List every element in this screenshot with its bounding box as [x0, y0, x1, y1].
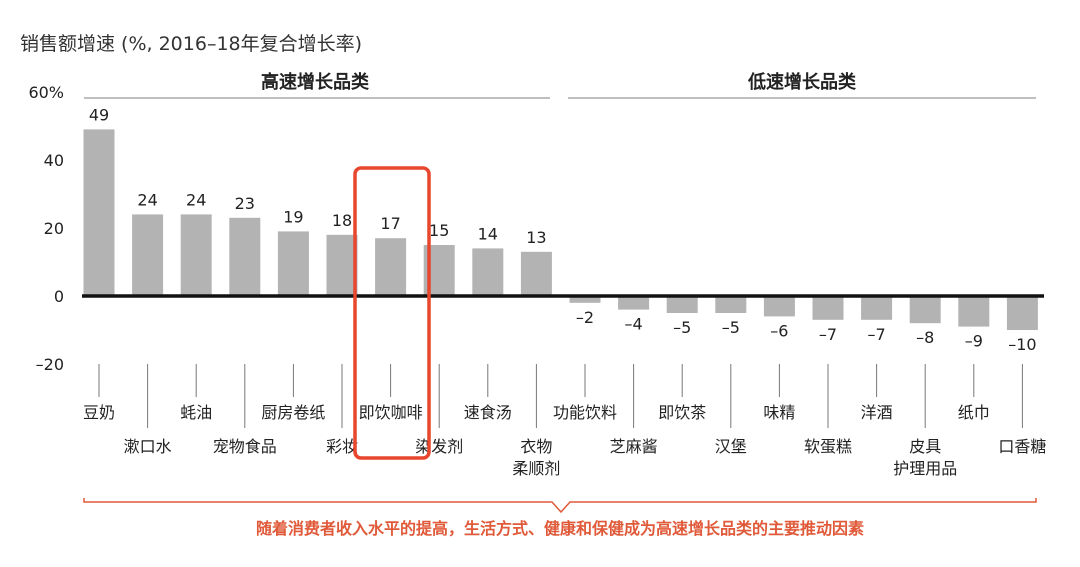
category-label: 皮具: [909, 437, 941, 456]
annotation-bracket: [83, 498, 1037, 514]
category-label: 彩妆: [326, 437, 358, 456]
annotation-text: 随着消费者收入水平的提高，生活方式、健康和保健成为高速增长品类的主要推动因素: [256, 519, 864, 538]
category-label: 染发剂: [415, 437, 463, 456]
category-label: 柔顺剂: [512, 459, 560, 478]
highlight-box: [353, 166, 431, 460]
value-label: –10: [1008, 335, 1036, 354]
value-label: –5: [722, 318, 740, 337]
category-label: 软蛋糕: [804, 437, 852, 456]
bar: [618, 296, 650, 310]
value-label: 49: [89, 105, 109, 124]
value-label: –5: [673, 318, 691, 337]
value-label: 13: [526, 228, 546, 247]
value-label: 17: [380, 214, 400, 233]
y-tick-label: 60%: [28, 83, 64, 102]
category-separators: [98, 364, 1023, 428]
value-label: 14: [478, 224, 498, 243]
bar: [763, 296, 795, 317]
y-tick-label: 20: [44, 219, 64, 238]
bar: [1006, 296, 1038, 330]
value-label: –7: [868, 325, 886, 344]
bar: [520, 251, 552, 296]
category-label: 即饮咖啡: [359, 403, 423, 422]
category-label: 纸巾: [958, 403, 990, 422]
bar: [958, 296, 990, 327]
category-label: 厨房卷纸: [261, 403, 325, 422]
bar: [180, 214, 212, 296]
category-label: 即饮茶: [658, 403, 706, 422]
category-label: 味精: [763, 403, 795, 422]
bars: [83, 129, 1038, 330]
value-label: –8: [916, 328, 934, 347]
bar: [326, 234, 358, 296]
value-labels: 49 24 24 23 19 18 17 15 14 13 –2 –4 –5 –5 –6 –7 –7 –8 –9 –1…: [89, 105, 1037, 354]
group-title-low-growth: 低速增长品类: [747, 71, 857, 93]
bar: [83, 129, 115, 296]
bar: [277, 231, 309, 296]
category-label: 蚝油: [180, 403, 212, 422]
bar: [715, 296, 747, 313]
value-label: –2: [576, 308, 594, 327]
value-label: 15: [429, 221, 449, 240]
value-label: –6: [770, 321, 788, 340]
category-label: 口香糖: [998, 437, 1046, 456]
value-label: 23: [235, 194, 255, 213]
bar: [909, 296, 941, 324]
bar: [812, 296, 844, 320]
category-label: 衣物: [520, 437, 552, 456]
bar: [861, 296, 893, 320]
category-label: 洋酒: [861, 403, 893, 422]
category-label: 漱口水: [124, 437, 172, 456]
category-label: 功能饮料: [553, 403, 617, 422]
bar: [666, 296, 698, 313]
category-label: 宠物食品: [213, 437, 277, 456]
y-tick-label: 0: [54, 287, 64, 306]
value-label: 24: [186, 190, 206, 209]
bar: [132, 214, 164, 296]
y-tick-label: –20: [36, 355, 64, 374]
value-label: 24: [137, 190, 157, 209]
value-label: 19: [283, 207, 303, 226]
group-title-high-growth: 高速增长品类: [261, 71, 370, 93]
category-label: 速食汤: [464, 403, 512, 422]
y-tick-label: 40: [44, 151, 64, 170]
value-label: –7: [819, 325, 837, 344]
bar: [229, 217, 261, 296]
value-label: –9: [965, 332, 983, 351]
y-axis-title: 销售额增速 (%, 2016–18年复合增长率): [20, 33, 362, 55]
value-label: 18: [332, 211, 352, 230]
value-label: –4: [625, 315, 643, 334]
category-label: 汉堡: [715, 437, 747, 456]
bar: [569, 296, 601, 303]
category-label: 芝麻酱: [610, 437, 658, 456]
category-label: 豆奶: [83, 403, 115, 422]
category-label: 护理用品: [893, 459, 957, 478]
bar: [375, 238, 407, 296]
y-axis-ticks: 60% 40 20 0 –20: [28, 83, 64, 374]
bar: [472, 248, 504, 296]
